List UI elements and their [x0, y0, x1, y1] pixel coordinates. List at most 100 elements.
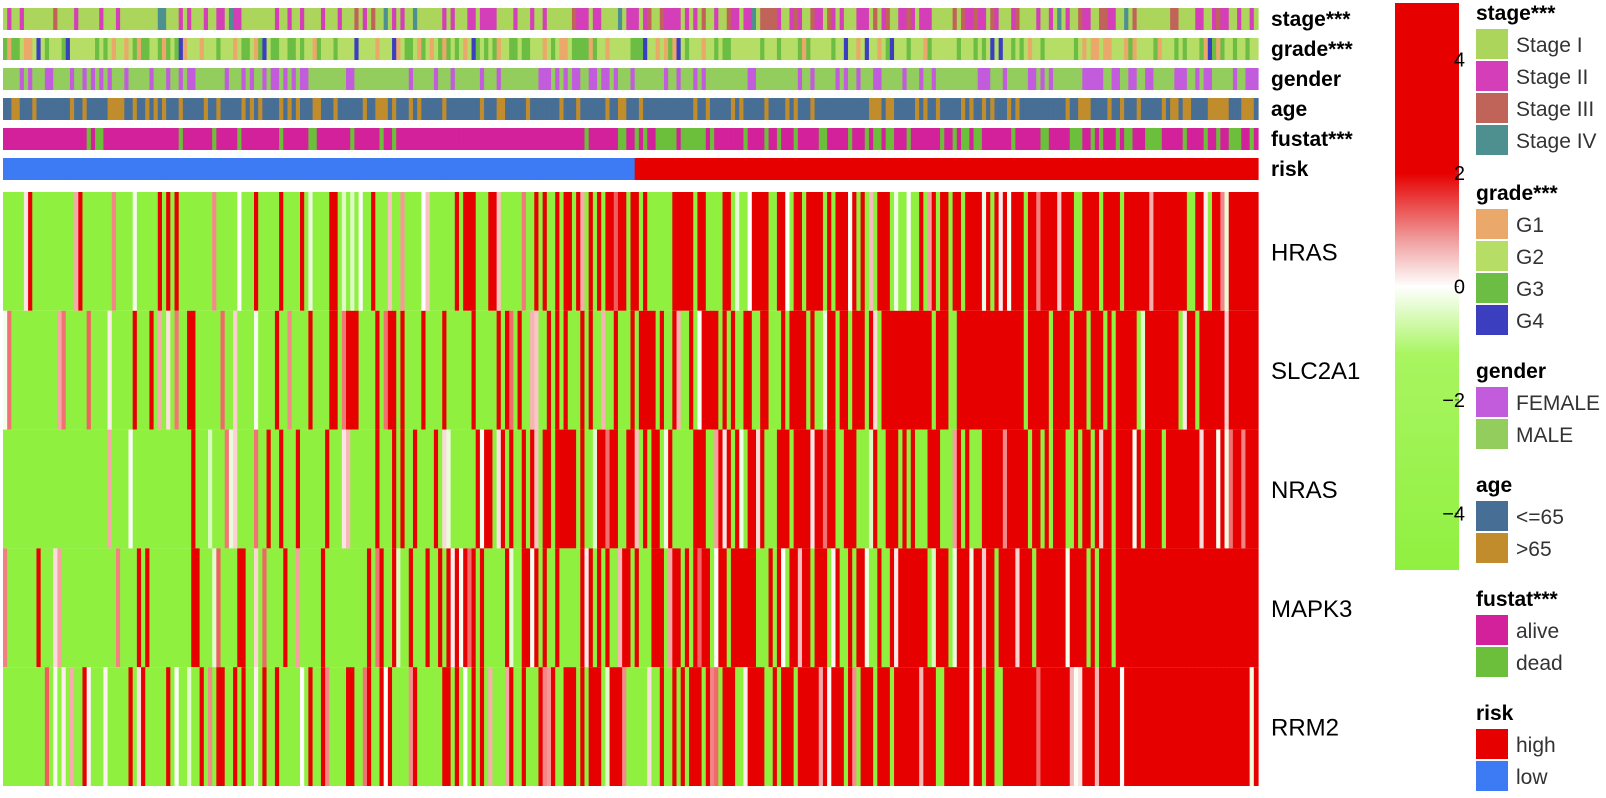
annotation-cell [940, 98, 945, 120]
color-scale-tick-label: 2 [1454, 163, 1465, 185]
annotation-cell [956, 98, 962, 120]
annotation-cell [584, 38, 590, 60]
annotation-cell [1023, 38, 1029, 60]
heatmap-cell [797, 310, 803, 430]
annotation-cell [488, 8, 494, 30]
annotation-cell [258, 98, 263, 120]
heatmap-cell [212, 429, 217, 549]
heatmap-cell [751, 310, 757, 430]
heatmap-cell [358, 667, 364, 786]
annotation-cell [141, 128, 146, 150]
heatmap-cell [132, 429, 138, 549]
annotation-cell [258, 128, 263, 150]
annotation-cell [44, 98, 50, 120]
heatmap-cell [760, 310, 765, 430]
annotation-cell [617, 8, 623, 30]
annotation-cell [312, 38, 318, 60]
annotation-cell [919, 38, 924, 60]
annotation-cell [1027, 128, 1033, 150]
heatmap-cell [902, 548, 908, 668]
heatmap-cell [663, 429, 669, 549]
heatmap-cell [969, 192, 975, 311]
heatmap-cell [889, 429, 895, 549]
annotation-cell [86, 38, 92, 60]
annotation-cell [53, 38, 58, 60]
heatmap-cell [450, 548, 456, 668]
heatmap-cell [551, 667, 556, 786]
annotation-cell [454, 98, 460, 120]
annotation-cell [873, 68, 878, 90]
annotation-cell [521, 68, 527, 90]
heatmap-cell [492, 429, 498, 549]
annotation-cell [375, 38, 381, 60]
heatmap-cell [274, 667, 280, 786]
annotation-cell [182, 158, 188, 180]
annotation-cell [450, 38, 456, 60]
annotation-cell [36, 8, 42, 30]
annotation-cell [1145, 38, 1150, 60]
annotation-cell [563, 68, 569, 90]
heatmap-cell [852, 667, 857, 786]
annotation-cell [19, 158, 25, 180]
heatmap-cell [53, 192, 58, 311]
heatmap-cell [124, 667, 130, 786]
annotation-cell [95, 68, 100, 90]
annotation-cell [166, 128, 171, 150]
heatmap-cell [254, 548, 259, 668]
annotation-cell [789, 128, 795, 150]
annotation-cell [864, 8, 870, 30]
annotation-cell [689, 68, 694, 90]
annotation-cell [810, 158, 816, 180]
annotation-cell [49, 68, 54, 90]
annotation-cell [400, 8, 406, 30]
annotation-cell [546, 38, 552, 60]
heatmap-cell [1124, 548, 1129, 668]
annotation-cell [191, 128, 197, 150]
annotation-cell [927, 38, 933, 60]
heatmap-cell [668, 192, 673, 311]
heatmap-cell [898, 192, 904, 311]
heatmap-cell [630, 548, 636, 668]
heatmap-cell [191, 548, 197, 668]
annotation-cell [78, 8, 84, 30]
annotation-cell [868, 98, 874, 120]
annotation-cell [659, 158, 665, 180]
heatmap-cell [442, 429, 448, 549]
heatmap-cell [1224, 548, 1230, 668]
annotation-cell [655, 98, 661, 120]
heatmap-cell [274, 192, 280, 311]
annotation-cell [308, 8, 314, 30]
annotation-cell [643, 38, 648, 60]
annotation-cell [300, 98, 305, 120]
heatmap-cell [312, 548, 318, 668]
annotation-cell [1136, 8, 1142, 30]
heatmap-cell [965, 429, 970, 549]
heatmap-cell [496, 192, 502, 311]
annotation-cell [1103, 38, 1108, 60]
heatmap-cell [873, 192, 878, 311]
heatmap-cell [316, 310, 322, 430]
annotation-cell [1090, 68, 1096, 90]
annotation-cell [542, 98, 548, 120]
heatmap-cell [450, 429, 456, 549]
annotation-cell [1220, 98, 1226, 120]
annotation-cell [245, 128, 251, 150]
heatmap-cell [651, 429, 657, 549]
heatmap-cell [1136, 192, 1142, 311]
annotation-cell [341, 98, 347, 120]
annotation-cell [726, 128, 732, 150]
heatmap-cell [153, 548, 159, 668]
annotation-cell [651, 158, 657, 180]
annotation-cell [69, 8, 75, 30]
annotation-cell [308, 38, 314, 60]
annotation-cell [1174, 8, 1180, 30]
heatmap-cell [605, 429, 611, 549]
annotation-cell [709, 68, 715, 90]
heatmap-cell [90, 429, 96, 549]
annotation-cell [358, 68, 364, 90]
annotation-cell [534, 68, 540, 90]
annotation-cell [789, 68, 795, 90]
heatmap-cell [467, 192, 473, 311]
annotation-cell [40, 158, 46, 180]
annotation-cell [274, 98, 280, 120]
